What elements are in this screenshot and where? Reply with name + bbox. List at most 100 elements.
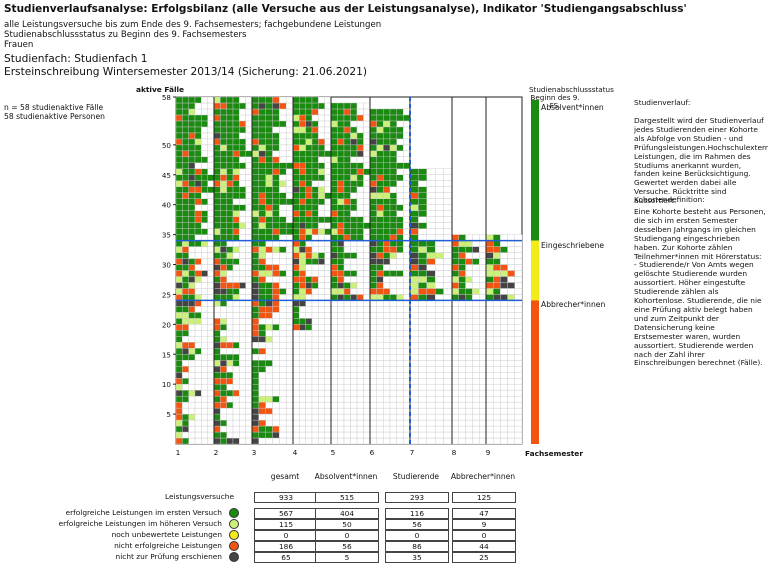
heatmap-cell (343, 240, 351, 247)
heatmap-cell (182, 276, 189, 283)
heatmap-cell (251, 264, 260, 271)
heatmap-cell (213, 180, 221, 187)
heatmap-cell (330, 395, 338, 403)
heatmap-cell (245, 252, 253, 259)
heatmap-cell (292, 437, 300, 445)
heatmap-cell (363, 150, 371, 158)
heatmap-cell (175, 437, 183, 445)
heatmap-cell (458, 246, 466, 253)
heatmap-cell (201, 210, 208, 217)
heatmap-cell (251, 306, 260, 313)
heatmap-cell (324, 437, 332, 445)
heatmap-cell (245, 114, 253, 122)
heatmap-cell (258, 276, 266, 283)
heatmap-cell (292, 102, 300, 110)
heatmap-cell (465, 324, 473, 331)
heatmap-cell (465, 360, 473, 367)
x-tick-label: 4 (293, 448, 298, 457)
heatmap-cell (451, 324, 460, 331)
y-tick-label: 15 (162, 350, 171, 359)
heatmap-cell (272, 276, 280, 283)
heatmap-cell (369, 222, 377, 229)
heatmap-cell (175, 389, 183, 397)
heatmap-cell (182, 383, 189, 391)
heatmap-cell (451, 276, 460, 283)
heatmap-cell (426, 336, 436, 343)
y-tick-label: 50 (162, 141, 172, 150)
heatmap-cell (258, 258, 266, 265)
heatmap-cell (305, 336, 313, 343)
heatmap-cell (514, 306, 523, 313)
heatmap-cell (337, 270, 345, 277)
heatmap-cell (207, 114, 215, 122)
heatmap-cell (232, 306, 240, 313)
heatmap-cell (201, 383, 208, 391)
heatmap-cell (479, 360, 487, 367)
heatmap-cell (350, 372, 358, 379)
heatmap-cell (239, 240, 246, 247)
heatmap-cell (500, 407, 508, 415)
heatmap-cell (232, 174, 240, 181)
heatmap-cell (220, 222, 227, 229)
heatmap-cell (220, 246, 227, 253)
heatmap-cell (265, 102, 273, 110)
heatmap-cell (258, 377, 266, 385)
heatmap-cell (458, 264, 466, 271)
heatmap-cell (318, 150, 325, 158)
heatmap-cell (226, 360, 234, 367)
heatmap-cell (458, 294, 466, 301)
heatmap-cell (265, 198, 273, 205)
heatmap-cell (369, 342, 377, 349)
heatmap-cell (435, 354, 444, 361)
heatmap-cell (500, 377, 508, 385)
heatmap-cell (311, 372, 319, 379)
heatmap-cell (265, 174, 273, 181)
heatmap-cell (435, 395, 444, 403)
heatmap-cell (376, 377, 384, 385)
heatmap-cell (479, 419, 487, 427)
heatmap-cell (201, 401, 208, 409)
heatmap-cell (292, 360, 300, 367)
heatmap-cell (337, 336, 345, 343)
heatmap-cell (403, 162, 411, 169)
heatmap-cell (363, 431, 371, 439)
heatmap-cell (409, 342, 419, 349)
heatmap-cell (251, 276, 260, 283)
heatmap-cell (188, 222, 196, 229)
heatmap-cell (472, 437, 480, 445)
heatmap-cell (514, 270, 523, 277)
heatmap-cell (292, 234, 300, 241)
heatmap-cell (232, 342, 240, 349)
heatmap-cell (479, 234, 487, 241)
heatmap-cell (409, 354, 419, 361)
heatmap-cell (251, 389, 260, 397)
heatmap-cell (337, 252, 345, 259)
heatmap-cell (350, 389, 358, 397)
heatmap-cell (251, 270, 260, 277)
heatmap-cell (324, 222, 332, 229)
heatmap-cell (337, 324, 345, 331)
heatmap-cell (226, 228, 234, 235)
heatmap-cell (472, 407, 480, 415)
heatmap-cell (500, 383, 508, 391)
heatmap-cell (418, 360, 427, 367)
heatmap-cell (472, 389, 480, 397)
heatmap-cell (435, 228, 444, 235)
heatmap-cell (175, 96, 183, 104)
heatmap-cell (285, 120, 294, 128)
heatmap-cell (279, 372, 287, 379)
heatmap-cell (272, 144, 280, 152)
heatmap-cell (330, 126, 338, 134)
heatmap-cell (194, 162, 202, 169)
heatmap-cell (514, 276, 523, 283)
heatmap-cell (188, 419, 196, 427)
heatmap-cell (418, 198, 427, 205)
heatmap-cell (383, 228, 391, 235)
heatmap-cell (232, 168, 240, 175)
heatmap-cell (232, 192, 240, 199)
heatmap-cell (409, 366, 419, 373)
heatmap-cell (493, 419, 501, 427)
heatmap-cell (337, 342, 345, 349)
stats-value-cell: 404 (315, 508, 379, 519)
heatmap-cell (507, 306, 516, 313)
